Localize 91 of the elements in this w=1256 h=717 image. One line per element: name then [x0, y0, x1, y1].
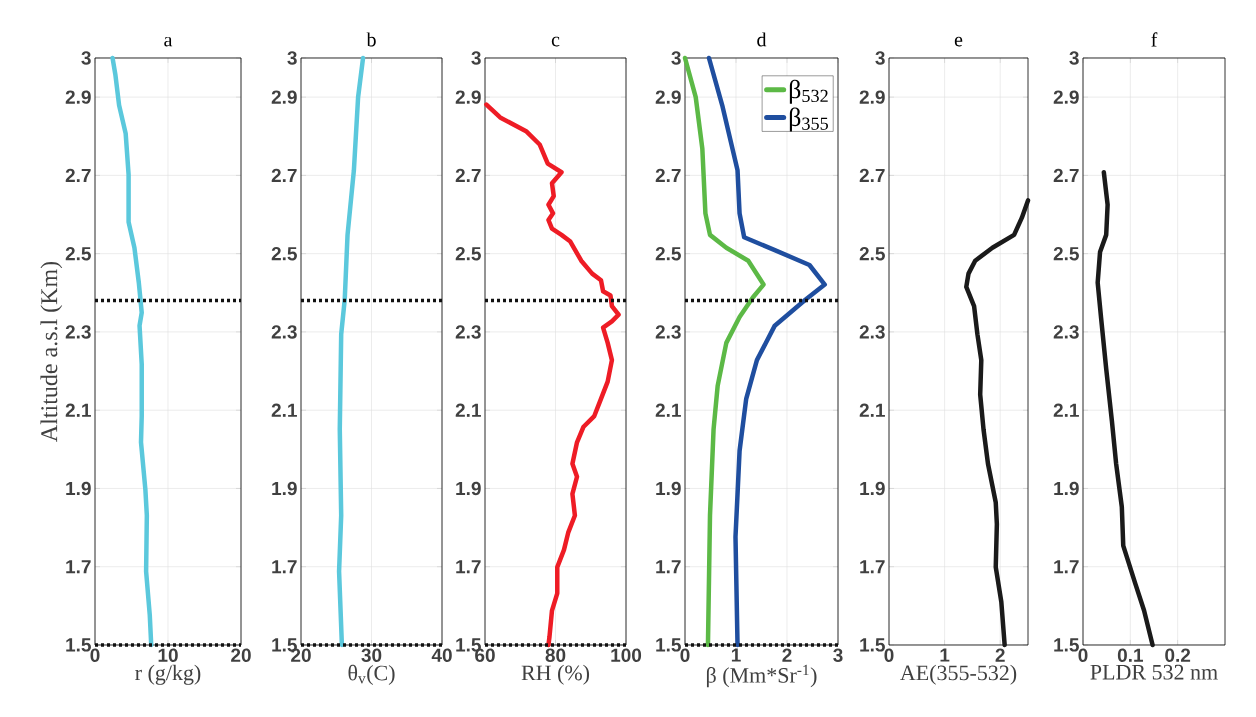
y-tick-label: 3: [671, 51, 681, 65]
x-tick-label: 30: [361, 648, 382, 662]
y-tick-label: 2.3: [65, 325, 91, 339]
y-tick-label: 1.7: [66, 560, 91, 574]
y-tick-label: 2.5: [271, 246, 297, 261]
x-tick-label: 0: [884, 648, 894, 662]
y-tick-label: 1.5: [66, 638, 91, 652]
legend-label: β$_{532}$: [789, 79, 828, 104]
line-series: [1095, 170, 1155, 648]
x-tick-label: 1: [940, 648, 950, 662]
y-tick-label: 2.7: [455, 168, 481, 183]
y-tick-label: 1.9: [656, 481, 681, 496]
x-tick-label: 0: [90, 648, 100, 662]
y-tick-label: 2.9: [1053, 90, 1079, 104]
x-tick-label: 0: [680, 648, 690, 662]
y-tick-label: 2.5: [1053, 246, 1079, 261]
y-tick-label: 2.9: [859, 90, 885, 104]
y-tick-label: 2.7: [271, 168, 297, 183]
y-tick-label: 1.7: [860, 560, 885, 574]
y-tick-label: 2.3: [1053, 325, 1079, 339]
x-tick-label: 10: [158, 648, 178, 662]
y-tick-label: 3: [875, 51, 885, 65]
y-tick-label: 3: [81, 51, 91, 65]
line-series: [682, 55, 766, 648]
y-tick-label: 3: [471, 51, 481, 65]
x-tick-label: 3: [833, 648, 843, 662]
y-tick-label: 2.1: [271, 403, 297, 417]
y-tick-label: 2.9: [655, 90, 681, 104]
x-axis-title: θ$_{v}$(C): [348, 664, 395, 685]
y-tick-label: 2.5: [455, 246, 481, 261]
y-tick-label: 1.5: [1054, 638, 1079, 652]
y-tick-label: 2.3: [271, 325, 297, 339]
y-tick-label: 1.7: [1054, 560, 1079, 574]
x-axis-title: AE(355-532): [900, 664, 1017, 685]
y-tick-label: 3: [1069, 51, 1079, 65]
y-tick-label: 3: [287, 51, 297, 65]
y-tick-label: 2.1: [455, 403, 481, 417]
y-tick-label: 2.9: [271, 90, 297, 104]
line-series: [706, 55, 827, 648]
line-series: [484, 102, 621, 648]
line-series: [964, 198, 1031, 648]
x-tick-label: 1: [731, 648, 741, 662]
x-tick-label: 0.2: [1165, 648, 1191, 662]
y-tick-label: 1.7: [272, 560, 297, 574]
y-tick-label: 2.7: [655, 168, 681, 183]
y-tick-label: 2.3: [455, 325, 481, 339]
chart-title: a: [164, 36, 173, 47]
chart-title: f: [1151, 32, 1158, 47]
y-tick-label: 1.9: [272, 481, 297, 496]
y-tick-label: 1.7: [656, 560, 681, 574]
y-tick-label: 2.7: [65, 168, 91, 183]
y-tick-label: 2.7: [859, 168, 885, 183]
x-tick-label: 80: [545, 648, 566, 662]
x-axis-title: PLDR 532 nm: [1090, 664, 1218, 680]
line-series: [336, 55, 366, 648]
x-tick-label: 40: [431, 648, 452, 662]
x-tick-label: 0.1: [1117, 648, 1144, 662]
x-axis-title: r (g/kg): [135, 664, 201, 685]
line-series: [110, 55, 154, 648]
y-tick-label: 2.5: [65, 246, 91, 261]
y-tick-label: 2.1: [859, 403, 885, 417]
y-axis-title: Altitude a.s.l (Km): [40, 261, 63, 442]
y-tick-label: 1.9: [66, 481, 91, 496]
y-tick-label: 2.7: [1053, 168, 1079, 183]
y-tick-label: 1.5: [656, 638, 681, 652]
y-tick-label: 1.7: [456, 560, 481, 574]
y-tick-label: 2.1: [655, 403, 681, 417]
x-tick-label: 100: [611, 648, 642, 662]
chart-title: e: [954, 36, 963, 47]
y-tick-label: 2.1: [1053, 403, 1079, 417]
y-tick-label: 1.9: [860, 481, 885, 496]
x-axis-title: RH (%): [521, 664, 590, 685]
y-tick-label: 2.3: [655, 325, 681, 339]
legend-label: β$_{355}$: [789, 107, 828, 132]
x-tick-label: 20: [231, 648, 251, 662]
y-tick-label: 2.3: [859, 325, 885, 339]
chart-title: c: [551, 36, 560, 47]
x-tick-label: 2: [995, 648, 1005, 662]
y-tick-label: 2.9: [65, 90, 91, 104]
y-tick-label: 2.5: [655, 246, 681, 261]
x-tick-label: 2: [782, 648, 792, 662]
y-tick-label: 2.5: [859, 246, 885, 261]
y-tick-label: 2.1: [65, 403, 91, 417]
y-tick-label: 1.9: [456, 481, 481, 496]
x-axis-title: β (Mm*Sr$^{-1}$): [706, 664, 817, 688]
y-tick-label: 1.5: [860, 638, 885, 652]
chart-title: b: [366, 32, 376, 47]
x-tick-label: 0: [1078, 648, 1088, 662]
chart-title: d: [757, 32, 767, 47]
y-tick-label: 2.9: [455, 90, 481, 104]
y-tick-label: 1.9: [1054, 481, 1079, 496]
